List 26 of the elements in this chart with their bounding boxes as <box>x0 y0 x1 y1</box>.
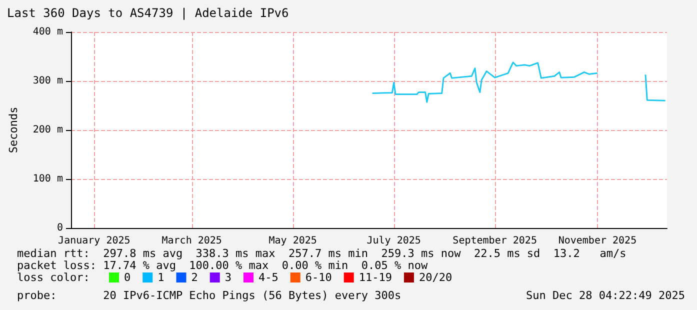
chart-title: Last 360 Days to AS4739 | Adelaide IPv6 <box>7 6 289 20</box>
x-tick-label: January 2025 <box>58 236 130 246</box>
legend-label: 3 <box>224 271 232 284</box>
x-tick-label: November 2025 <box>558 236 637 246</box>
legend-label: 0 <box>124 271 131 284</box>
y-tick-label: 200 m <box>32 124 63 136</box>
legend-title: loss color: <box>17 271 90 284</box>
legend-label: 11-19 <box>358 271 392 284</box>
y-tick-label: 400 m <box>32 26 63 38</box>
text: median rtt: 297.8 ms avg 338.3 ms max 257.7 ms min 259.3 ms now 22.5 ms sd 13.2 am/s <box>17 247 626 260</box>
legend-label: 1 <box>158 271 164 284</box>
legend-label: 2 <box>191 271 198 284</box>
x-tick-label: March 2025 <box>162 236 222 246</box>
x-tick-label: July 2025 <box>366 236 421 246</box>
x-tick-label: May 2025 <box>268 236 317 246</box>
text: probe: 20 IPv6-ICMP Echo Pings (56 Bytes) every 300s <box>17 289 402 302</box>
legend-label: 6-10 <box>305 271 332 284</box>
legend-label: 20/20 <box>418 271 452 284</box>
x-tick-label: September 2025 <box>452 236 537 246</box>
y-tick-label: 100 m <box>32 174 63 184</box>
y-tick-label: 300 m <box>32 76 63 86</box>
y-axis-title: Seconds <box>7 106 20 154</box>
y-tick-label: 0 <box>56 222 63 234</box>
text: packet loss: 17.74 % avg 100.00 % max 0.00 % min 0.05 % now <box>17 259 428 272</box>
text: Sun Dec 28 04:22:49 2025 <box>526 289 686 302</box>
legend-label: 4-5 <box>258 271 278 284</box>
